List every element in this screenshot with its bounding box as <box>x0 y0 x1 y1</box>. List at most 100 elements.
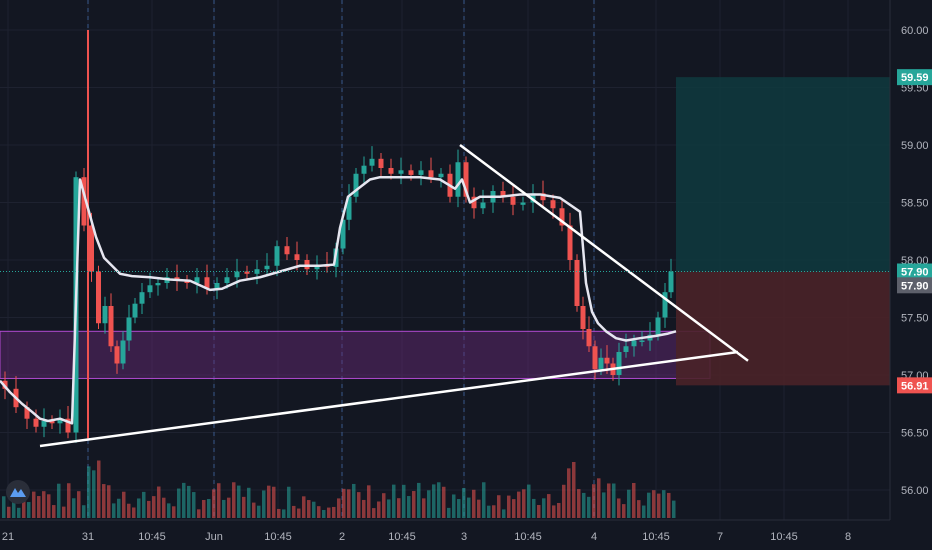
candle-body[interactable] <box>132 303 138 318</box>
candle-body[interactable] <box>155 283 161 286</box>
candle-body[interactable] <box>598 357 604 370</box>
candle-body[interactable] <box>184 280 190 283</box>
candle-body[interactable] <box>592 346 598 370</box>
candle-body[interactable] <box>147 285 153 293</box>
volume-bar <box>17 507 21 518</box>
candle-body[interactable] <box>639 340 645 343</box>
candle-body[interactable] <box>65 418 71 433</box>
candle-body[interactable] <box>234 271 240 278</box>
candle-body[interactable] <box>108 306 114 347</box>
candle-body[interactable] <box>340 219 346 249</box>
descending-trendline[interactable] <box>459 143 749 362</box>
volume-bar <box>337 498 341 518</box>
volume-bar <box>147 500 151 518</box>
candle-body[interactable] <box>254 269 260 274</box>
tradingview-logo[interactable] <box>6 480 30 504</box>
volume-bar <box>377 501 381 518</box>
volume-bar <box>392 484 396 518</box>
volume-bar <box>357 492 361 518</box>
candle-body[interactable] <box>378 158 384 168</box>
candle-body[interactable] <box>224 277 230 283</box>
volume-bar <box>237 485 241 518</box>
candle-body[interactable] <box>616 352 622 375</box>
candle-body[interactable] <box>204 277 210 289</box>
price-badge[interactable] <box>897 69 932 86</box>
volume-bar <box>517 491 521 518</box>
target-zone[interactable] <box>676 77 890 272</box>
candle-body[interactable] <box>655 317 661 335</box>
candle-body[interactable] <box>480 202 486 209</box>
price-tick-label: 56.50 <box>901 428 929 440</box>
candle-body[interactable] <box>623 346 629 352</box>
volume-bar <box>57 483 61 518</box>
candle-body[interactable] <box>567 225 573 261</box>
candle-body[interactable] <box>550 200 556 209</box>
candle-body[interactable] <box>530 193 536 203</box>
candle-body[interactable] <box>586 329 592 347</box>
price-tick-label: 56.00 <box>901 485 929 497</box>
candle-body[interactable] <box>471 196 477 209</box>
volume-bar <box>532 498 536 518</box>
candle-body[interactable] <box>139 292 145 304</box>
volume-bar <box>77 491 81 518</box>
candle-body[interactable] <box>520 202 526 205</box>
candle-body[interactable] <box>559 208 565 226</box>
candle-body[interactable] <box>284 246 290 255</box>
price-badge[interactable] <box>897 377 932 394</box>
candle-body[interactable] <box>244 271 250 274</box>
candle-body[interactable] <box>126 317 132 341</box>
candle-body[interactable] <box>57 418 63 424</box>
candle-body[interactable] <box>580 306 586 329</box>
support-zone[interactable] <box>0 330 711 379</box>
candle-body[interactable] <box>81 177 87 226</box>
candle-body[interactable] <box>214 283 220 289</box>
candle-body[interactable] <box>24 407 30 419</box>
price-badge[interactable] <box>897 263 932 280</box>
volume-bar <box>542 498 546 518</box>
candle-body[interactable] <box>41 421 47 427</box>
trendlines[interactable] <box>39 143 749 448</box>
candle-body[interactable] <box>353 173 359 197</box>
candle-body[interactable] <box>540 193 546 201</box>
time-axis[interactable]: 21 31 10:45 Jun 10:45 2 10:45 3 10:45 4 10:45 7 10:4… <box>0 519 890 550</box>
candle-body[interactable] <box>96 271 101 324</box>
candle-body[interactable] <box>388 168 394 174</box>
candle-body[interactable] <box>604 357 610 364</box>
candle-body[interactable] <box>463 162 469 197</box>
price-axis[interactable]: 60.0059.5059.0058.5058.0057.5057.0056.50… <box>889 0 932 550</box>
candle-body[interactable] <box>274 246 280 266</box>
candle-body[interactable] <box>574 260 580 306</box>
ascending-trendline[interactable] <box>39 350 739 448</box>
candle-body[interactable] <box>668 271 674 293</box>
candle-body[interactable] <box>438 173 444 178</box>
volume-bar <box>587 496 591 518</box>
candle-body[interactable] <box>428 170 434 178</box>
candle-body[interactable] <box>418 170 424 175</box>
candle-body[interactable] <box>120 340 126 364</box>
candle-body[interactable] <box>500 191 506 197</box>
candle-body[interactable] <box>114 346 120 364</box>
candle-body[interactable] <box>102 306 108 324</box>
candle-body[interactable] <box>346 196 352 220</box>
candle-body[interactable] <box>631 340 637 347</box>
volume-bar <box>632 482 636 518</box>
candle-body[interactable] <box>361 165 367 174</box>
price-badge[interactable] <box>897 277 932 294</box>
candle-body[interactable] <box>264 265 270 270</box>
candle-body[interactable] <box>194 277 200 283</box>
candle-body[interactable] <box>662 292 668 318</box>
candle-body[interactable] <box>33 418 39 427</box>
candle-body[interactable] <box>455 162 461 197</box>
volume-bar <box>127 503 131 518</box>
candle-body[interactable] <box>408 170 414 175</box>
candle-body[interactable] <box>398 170 404 174</box>
volume-bar <box>52 505 56 518</box>
candle-body[interactable] <box>294 254 300 260</box>
candle-body[interactable] <box>89 225 94 272</box>
candle-body[interactable] <box>510 196 516 205</box>
volume-bar <box>112 503 116 518</box>
candle-body[interactable] <box>369 158 375 166</box>
candle-body[interactable] <box>49 421 55 424</box>
stop-zone[interactable] <box>676 271 890 386</box>
